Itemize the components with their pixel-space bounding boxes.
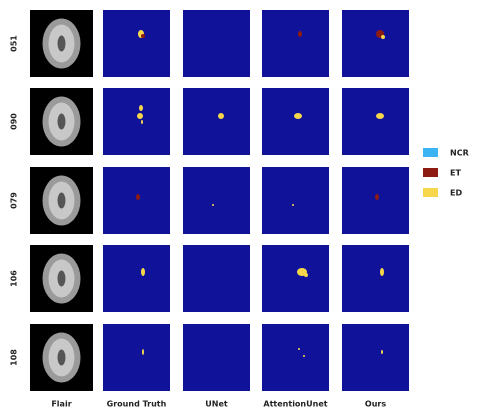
segmentation-map (342, 10, 409, 77)
segmentation-map (262, 88, 329, 155)
legend-swatch (423, 148, 438, 157)
lesion (304, 273, 308, 277)
segmentation-map (183, 88, 250, 155)
lesion (141, 268, 145, 276)
segmentation-map (183, 167, 250, 234)
legend-swatch (423, 188, 438, 197)
segmentation-map (183, 245, 250, 312)
lesion (303, 355, 305, 357)
lesion (212, 204, 214, 206)
row-label: 079 (10, 192, 19, 209)
segmentation-map (103, 10, 170, 77)
column-label: Ground Truth (107, 400, 167, 409)
row-label: 051 (10, 35, 19, 52)
column-label: Ours (365, 400, 386, 409)
segmentation-map (262, 10, 329, 77)
row-label: 090 (10, 113, 19, 130)
lesion (381, 35, 385, 39)
segmentation-map (183, 10, 250, 77)
segmentation-map (183, 324, 250, 391)
segmentation-map (262, 324, 329, 391)
segmentation-map (103, 167, 170, 234)
ventricle (57, 35, 66, 52)
column-label: AttentionUnet (263, 400, 327, 409)
lesion (141, 34, 145, 38)
lesion (294, 113, 302, 119)
lesion (380, 268, 384, 276)
segmentation-map (342, 167, 409, 234)
lesion (139, 105, 143, 111)
ventricle (57, 349, 66, 366)
segmentation-map (342, 245, 409, 312)
lesion (137, 113, 143, 119)
ventricle (57, 113, 66, 130)
legend-label: NCR (450, 149, 469, 158)
segmentation-map (103, 245, 170, 312)
legend-label: ED (450, 189, 462, 198)
row-label: 106 (10, 270, 19, 287)
lesion (218, 113, 224, 119)
lesion (298, 31, 302, 37)
column-label: Flair (51, 400, 71, 409)
lesion (142, 349, 144, 355)
lesion (375, 194, 379, 200)
column-label: UNet (205, 400, 228, 409)
lesion (298, 348, 300, 350)
lesion (141, 120, 143, 124)
segmentation-map (262, 167, 329, 234)
legend-swatch (423, 168, 438, 177)
ventricle (57, 192, 66, 209)
segmentation-map (103, 88, 170, 155)
segmentation-map (262, 245, 329, 312)
segmentation-map (342, 324, 409, 391)
row-label: 108 (10, 349, 19, 366)
ventricle (57, 270, 66, 287)
lesion (381, 350, 383, 354)
lesion (376, 113, 384, 119)
segmentation-map (342, 88, 409, 155)
legend-label: ET (450, 169, 461, 178)
segmentation-map (103, 324, 170, 391)
lesion (136, 194, 140, 200)
lesion (292, 204, 294, 206)
